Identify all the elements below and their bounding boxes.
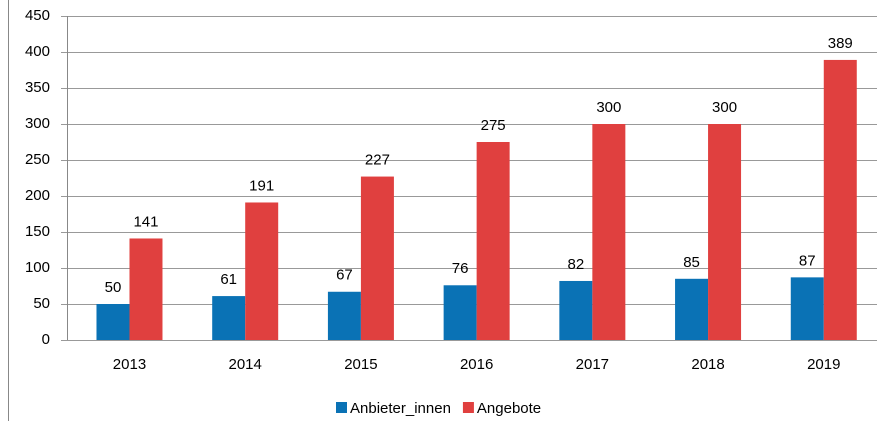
x-tick-label: 2019: [807, 356, 840, 373]
value-label: 191: [249, 177, 274, 194]
legend-label: Angebote: [477, 400, 541, 417]
value-label: 389: [828, 35, 853, 52]
x-tick-label: 2016: [460, 356, 493, 373]
y-tick-label: 450: [25, 7, 50, 24]
value-label: 61: [220, 271, 237, 288]
y-tick-label: 250: [25, 151, 50, 168]
value-label: 275: [481, 117, 506, 134]
bar: [790, 277, 824, 340]
legend-label: Anbieter_innen: [350, 400, 451, 417]
y-tick-label: 350: [25, 79, 50, 96]
value-label: 87: [799, 252, 816, 269]
bar: [443, 285, 477, 340]
bar: [675, 278, 709, 340]
bar: [212, 296, 246, 340]
value-label: 300: [596, 99, 621, 116]
bar: [559, 280, 593, 340]
value-label: 50: [105, 279, 122, 296]
bar: [592, 124, 626, 340]
value-label: 76: [452, 260, 469, 277]
y-tick-label: 100: [25, 259, 50, 276]
x-tick-label: 2017: [576, 356, 609, 373]
y-tick-label: 0: [42, 331, 50, 348]
y-tick-label: 300: [25, 115, 50, 132]
value-label: 300: [712, 99, 737, 116]
x-tick-label: 2013: [113, 356, 146, 373]
value-label: 85: [683, 254, 700, 271]
value-label: 67: [336, 267, 353, 284]
y-tick-label: 150: [25, 223, 50, 240]
y-tick-label: 50: [33, 295, 50, 312]
bar: [360, 176, 394, 340]
bar: [476, 142, 510, 340]
x-tick-label: 2015: [344, 356, 377, 373]
bar: [96, 304, 130, 340]
bar: [708, 124, 742, 340]
bar: [327, 291, 361, 340]
legend-swatch: [336, 402, 347, 413]
bar: [245, 202, 279, 340]
value-label: 82: [567, 256, 584, 273]
bar: [823, 59, 857, 341]
x-tick-label: 2014: [229, 356, 262, 373]
value-label: 141: [133, 213, 158, 230]
x-tick-label: 2018: [691, 356, 724, 373]
legend-swatch: [462, 402, 474, 413]
y-tick-label: 400: [25, 43, 50, 60]
value-label: 227: [365, 152, 390, 169]
bar: [129, 238, 163, 340]
y-tick-label: 200: [25, 187, 50, 204]
